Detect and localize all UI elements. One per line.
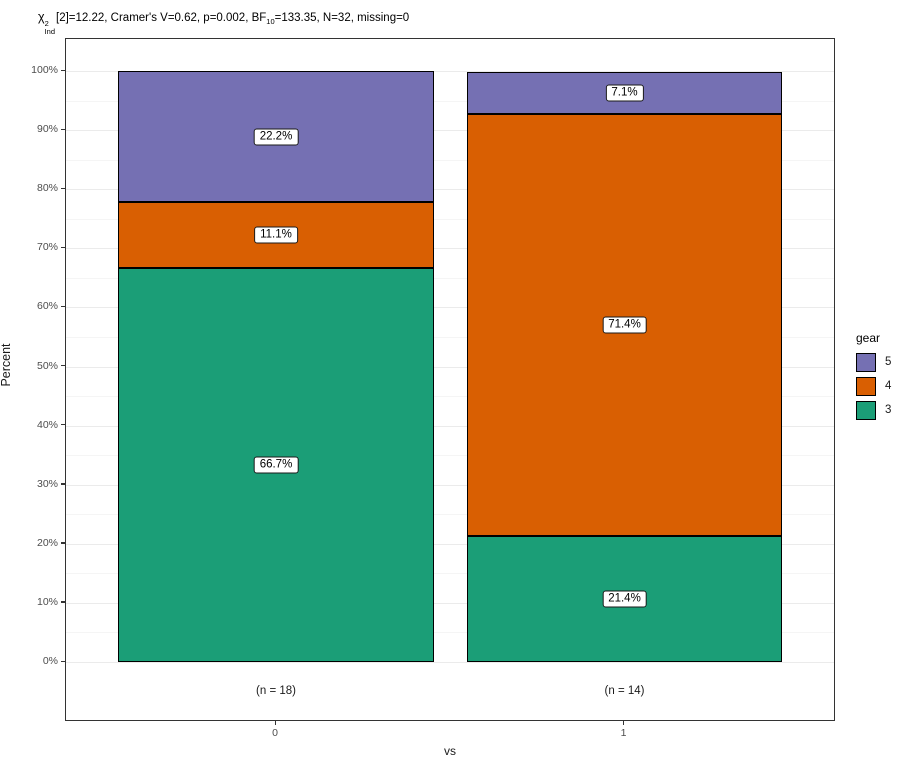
gridline-minor <box>66 277 834 279</box>
y-axis-tick-label: 20% <box>36 536 58 549</box>
x-axis-tick-label: 0 <box>272 727 278 739</box>
gridline-minor <box>66 455 834 457</box>
y-axis-tick-label: 90% <box>36 123 58 136</box>
gridline-major <box>66 189 834 191</box>
gridline-minor <box>66 514 834 516</box>
y-axis-tick-label: 40% <box>36 418 58 431</box>
segment-percentage-label: 71.4% <box>602 316 647 334</box>
chi-subscript: Ind <box>44 26 55 36</box>
gridline-major <box>66 248 834 250</box>
x-axis-title: vs <box>444 744 456 758</box>
chi-symbol: χ <box>38 10 45 24</box>
segment-percentage-label: 7.1% <box>605 84 644 102</box>
gridline-major <box>66 425 834 427</box>
gridline-minor <box>66 100 834 102</box>
y-axis-tick <box>61 305 65 308</box>
gridline-major <box>66 543 834 545</box>
gridline-major <box>66 366 834 368</box>
gridline-major <box>66 307 834 309</box>
sample-size-label: (n = 18) <box>256 685 296 697</box>
gridline-minor <box>66 159 834 161</box>
legend-items: 5 4 3 <box>856 353 908 421</box>
y-axis-tick-label: 60% <box>36 300 58 313</box>
chart-title: χ 2 Ind [2]=12.22, Cramer's V=0.62, p=0.002… <box>38 10 409 36</box>
legend: gear 5 4 3 <box>856 331 908 425</box>
y-axis-tick <box>61 424 65 426</box>
legend-swatch-gear-4 <box>856 377 876 396</box>
gridline-minor <box>66 573 834 575</box>
y-axis-tick-label: 0% <box>42 655 58 667</box>
bar-segment-gear-3 <box>467 535 782 662</box>
y-axis-tick <box>61 187 65 190</box>
y-axis-title: Percent <box>0 343 13 387</box>
y-axis-tick-label: 50% <box>36 359 58 372</box>
gridline-major <box>66 662 834 663</box>
y-axis-tick <box>61 365 65 367</box>
y-axis-tick <box>61 542 65 544</box>
gridline-minor <box>66 396 834 398</box>
y-axis-tick <box>61 128 65 130</box>
x-axis-tick-label: 1 <box>620 727 627 739</box>
legend-item-gear-4: 4 <box>856 377 908 397</box>
legend-title: gear <box>856 331 881 345</box>
segment-percentage-label: 21.4% <box>602 590 647 608</box>
y-axis-tick <box>61 601 65 603</box>
y-axis-tick <box>61 69 65 71</box>
y-axis-tick-label: 100% <box>31 64 58 76</box>
legend-swatch-gear-3 <box>856 401 876 420</box>
title-stats-text: [2]=12.22, Cramer's V=0.62, p=0.002, BF <box>56 12 267 24</box>
x-axis-tick <box>623 721 625 725</box>
segment-percentage-label: 66.7% <box>253 456 299 474</box>
legend-item-gear-5: 5 <box>856 353 908 373</box>
gridline-major <box>66 484 834 486</box>
y-axis-tick-label: 70% <box>36 241 58 254</box>
legend-label: 4 <box>885 380 892 392</box>
sample-size-label: (n = 14) <box>604 685 645 697</box>
y-axis-tick <box>61 660 65 662</box>
gridline-major <box>66 602 834 604</box>
legend-item-gear-3: 3 <box>856 401 908 421</box>
gridline-minor <box>66 218 834 220</box>
y-axis-tick <box>61 246 65 249</box>
legend-swatch-gear-5 <box>856 353 876 372</box>
gridline-minor <box>66 336 834 338</box>
x-axis-tick <box>274 721 276 725</box>
segment-percentage-label: 22.2% <box>253 128 299 146</box>
chi-superscript: 2 <box>44 19 49 28</box>
y-axis-tick-label: 80% <box>36 182 58 195</box>
y-axis-tick-label: 30% <box>36 477 58 490</box>
title-stats-text-2: =133.35, N=32, missing=0 <box>274 12 410 24</box>
y-axis-tick <box>61 483 65 485</box>
gridline-major <box>66 130 834 132</box>
chi-sup-sub: 2 Ind <box>45 20 55 36</box>
y-axis-tick-label: 10% <box>36 595 58 608</box>
gridline-minor <box>66 632 834 634</box>
legend-label: 3 <box>885 404 892 416</box>
plot-panel: 66.7% 11.1% 22.2% 21.4% 71.4% 7.1% (n = 18) (n… <box>65 38 835 721</box>
segment-percentage-label: 11.1% <box>254 226 298 244</box>
bf-subscript: 10 <box>266 17 275 26</box>
gridline-major <box>66 71 834 72</box>
legend-label: 5 <box>885 356 892 368</box>
